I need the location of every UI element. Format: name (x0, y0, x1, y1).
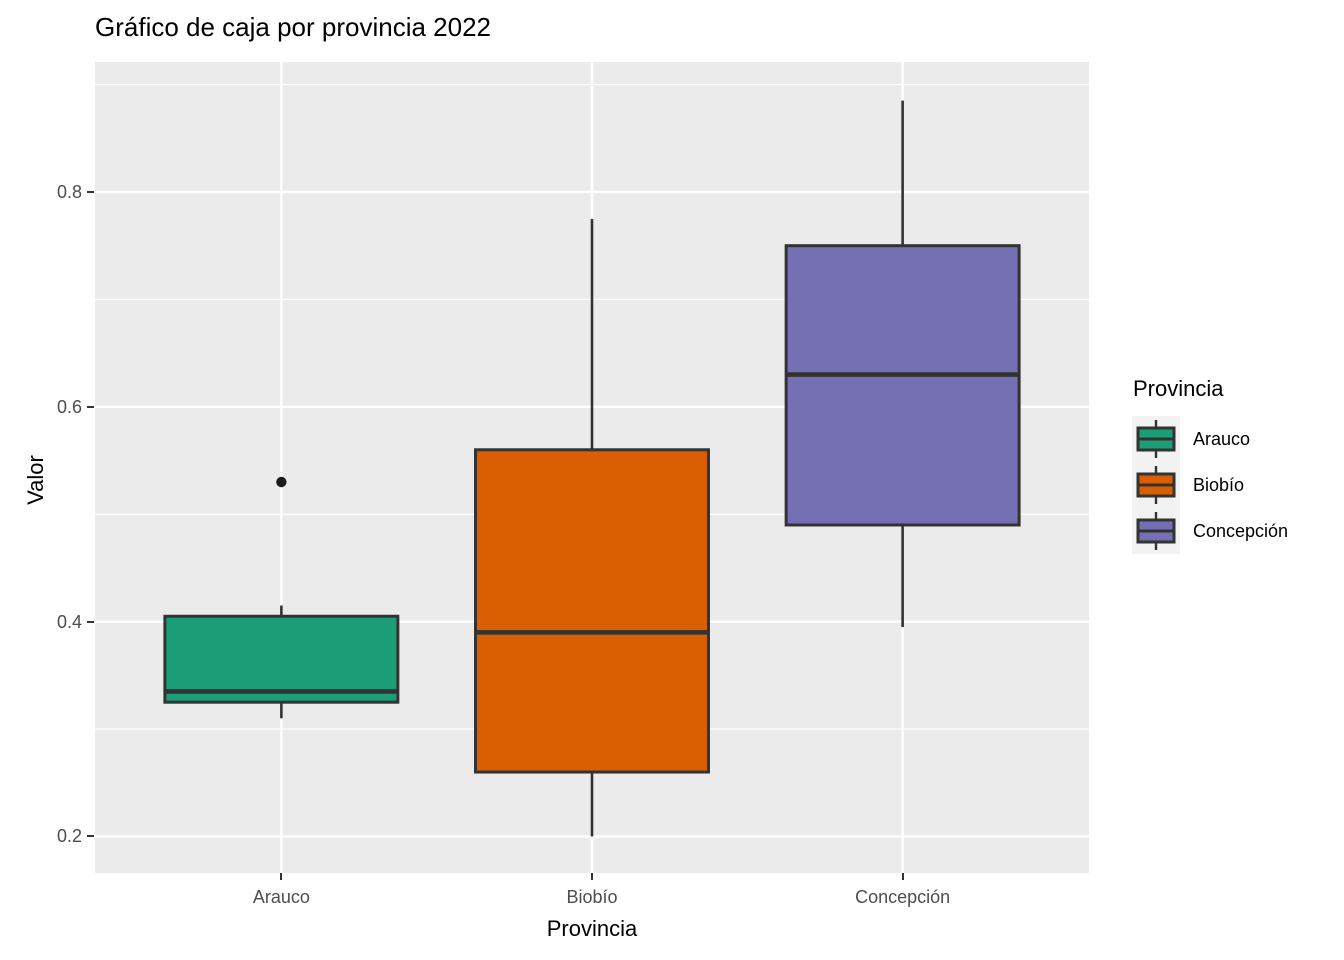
plot-panel (95, 62, 1089, 873)
y-tick-mark (87, 405, 94, 408)
legend-key-concepcion (1132, 508, 1180, 554)
boxplot-canvas (95, 62, 1089, 873)
x-tick-mark (591, 873, 593, 880)
plot-title: Gráfico de caja por provincia 2022 (95, 12, 492, 42)
y-tick-label: 0.4 (56, 611, 82, 632)
x-tick-label-concepcion: Concepción (855, 887, 951, 907)
outlier-point-arauco (276, 476, 287, 488)
legend-rows: Arauco Biobío Concepción (1132, 416, 1288, 554)
box-concepcion (784, 244, 1021, 527)
legend: Provincia Arauco Biobío Concepción (1132, 376, 1288, 554)
legend-item-arauco: Arauco (1132, 416, 1288, 462)
legend-title: Provincia (1133, 376, 1224, 401)
legend-boxplot-icon (1136, 512, 1176, 550)
y-tick-label: 0.6 (56, 396, 82, 417)
y-tick-label: 0.8 (56, 181, 82, 202)
y-tick-mark (87, 620, 94, 623)
legend-key-biobio (1132, 462, 1180, 508)
legend-key-arauco (1132, 416, 1180, 462)
box-biobio (474, 448, 710, 774)
x-axis-title: Provincia (546, 916, 638, 941)
x-tick-label-arauco: Arauco (252, 887, 310, 907)
legend-boxplot-icon (1136, 420, 1176, 458)
legend-label-concepcion: Concepción (1193, 520, 1289, 541)
legend-label-biobio: Biobío (1193, 474, 1245, 495)
legend-boxplot-icon (1136, 466, 1176, 504)
box-arauco (163, 614, 400, 704)
x-tick-mark (280, 873, 283, 880)
y-tick-mark (87, 835, 94, 838)
legend-item-biobio: Biobío (1132, 462, 1288, 508)
legend-item-concepcion: Concepción (1132, 508, 1288, 554)
legend-label-arauco: Arauco (1193, 428, 1251, 449)
y-axis-title: Valor (23, 455, 48, 505)
y-tick-label: 0.2 (56, 826, 82, 847)
x-tick-label-biobio: Biobío (566, 887, 618, 907)
y-tick-mark (87, 190, 94, 193)
x-tick-mark (901, 873, 904, 880)
